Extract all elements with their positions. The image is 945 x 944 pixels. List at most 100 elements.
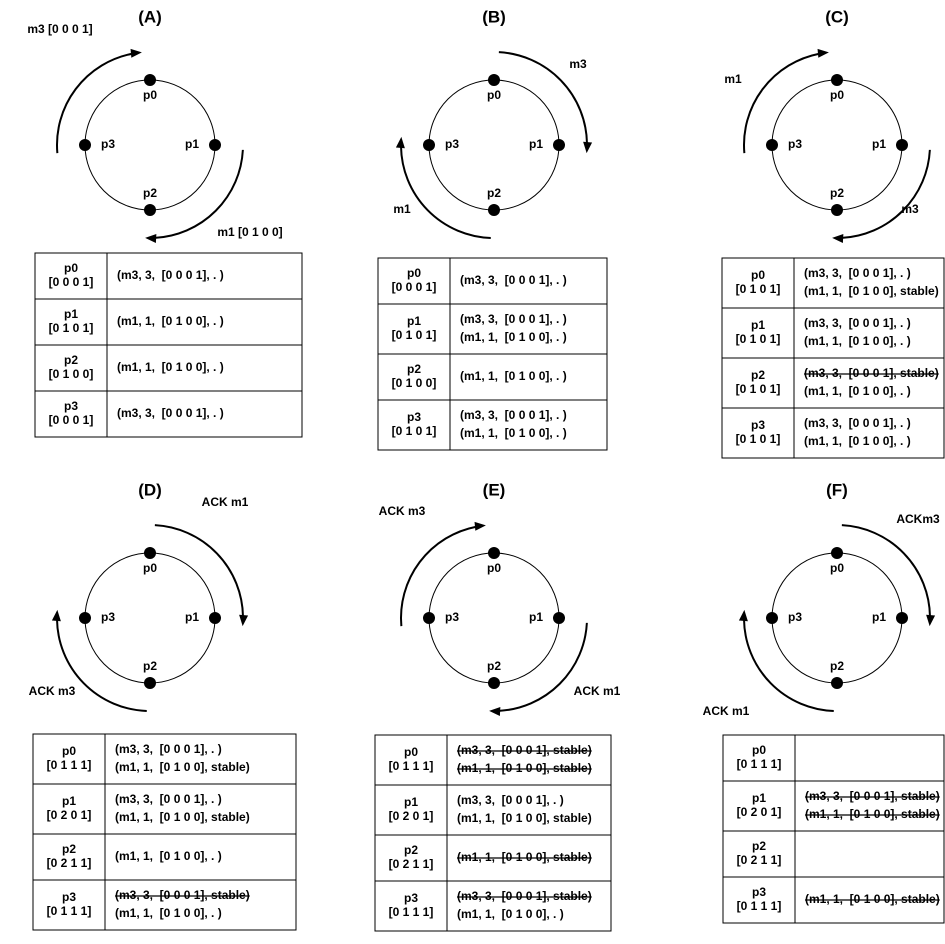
node-label: p1 <box>872 137 886 151</box>
table-cell <box>449 399 608 451</box>
node-dot <box>831 677 843 689</box>
process-name: p1 <box>64 307 78 321</box>
process-name: p1 <box>407 314 421 328</box>
process-vector: [0 1 0 0] <box>392 376 437 390</box>
message-entry: (m3, 3, [0 0 0 1], . ) <box>460 273 567 287</box>
node-dot <box>144 74 156 86</box>
message-entry: (m3, 3, [0 0 0 1], . ) <box>115 792 222 806</box>
process-name: p2 <box>752 839 766 853</box>
arrow-head <box>489 706 501 716</box>
process-name: p2 <box>404 843 418 857</box>
message-entry: (m3, 3, [0 0 0 1], stable) <box>805 789 940 803</box>
node-dot <box>79 139 91 151</box>
node-label: p2 <box>830 186 844 200</box>
message-entry: (m3, 3, [0 0 0 1], . ) <box>117 268 224 282</box>
process-name: p1 <box>751 318 765 332</box>
process-name: p0 <box>752 743 766 757</box>
arrow-label: m1 [0 1 0 0] <box>217 225 282 239</box>
node-dot <box>79 612 91 624</box>
process-vector: [0 2 0 1] <box>389 809 434 823</box>
arrow-head <box>926 614 936 627</box>
process-name: p0 <box>407 266 421 280</box>
process-name: p2 <box>62 842 76 856</box>
node-label: p0 <box>487 88 501 102</box>
node-label: p2 <box>830 659 844 673</box>
panel-label: (D) <box>138 480 162 499</box>
panel-label: (E) <box>483 480 506 499</box>
node-dot <box>488 547 500 559</box>
process-vector: [0 1 1 1] <box>47 904 92 918</box>
node-dot <box>423 139 435 151</box>
process-name: p3 <box>404 891 418 905</box>
message-entry: (m3, 3, [0 0 0 1], stable) <box>457 743 592 757</box>
node-label: p3 <box>101 610 115 624</box>
node-label: p1 <box>529 137 543 151</box>
process-vector: [0 2 0 1] <box>47 808 92 822</box>
node-label: p2 <box>487 186 501 200</box>
arrow-head <box>583 141 593 154</box>
process-vector: [0 1 1 1] <box>389 759 434 773</box>
message-entry: (m3, 3, [0 0 0 1], stable) <box>804 366 939 380</box>
message-entry: (m1, 1, [0 1 0 0], . ) <box>804 434 911 448</box>
message-entry: (m1, 1, [0 1 0 0], stable) <box>115 810 250 824</box>
node-dot <box>488 204 500 216</box>
node-dot <box>766 612 778 624</box>
process-name: p3 <box>62 890 76 904</box>
node-label: p0 <box>487 561 501 575</box>
process-vector: [0 2 1 1] <box>737 853 782 867</box>
arrow-label: ACK m1 <box>202 495 249 509</box>
table-cell <box>104 879 297 931</box>
node-label: p0 <box>143 88 157 102</box>
process-vector: [0 2 1 1] <box>47 856 92 870</box>
node-label: p0 <box>830 88 844 102</box>
message-entry: (m1, 1, [0 1 0 0], . ) <box>460 330 567 344</box>
node-label: p3 <box>101 137 115 151</box>
panel-label: (A) <box>138 7 162 26</box>
process-vector: [0 0 0 1] <box>49 275 94 289</box>
process-vector: [0 1 1 1] <box>737 757 782 771</box>
process-vector: [0 2 1 1] <box>389 857 434 871</box>
arrow-label: ACK m1 <box>574 684 621 698</box>
message-entry: (m3, 3, [0 0 0 1], . ) <box>804 416 911 430</box>
process-name: p1 <box>752 791 766 805</box>
arrow-label: m3 [0 0 0 1] <box>27 22 92 36</box>
process-name: p1 <box>62 794 76 808</box>
arrow-head <box>817 48 829 58</box>
arrow-arc <box>154 524 244 617</box>
message-entry: (m3, 3, [0 0 0 1], . ) <box>804 316 911 330</box>
process-name: p0 <box>751 268 765 282</box>
process-vector: [0 1 0 1] <box>736 282 781 296</box>
message-entry: (m1, 1, [0 1 0 0], . ) <box>460 426 567 440</box>
node-label: p1 <box>185 610 199 624</box>
message-entry: (m1, 1, [0 1 0 0], . ) <box>117 314 224 328</box>
node-label: p1 <box>185 137 199 151</box>
message-entry: (m1, 1, [0 1 0 0], stable) <box>804 284 939 298</box>
node-label: p2 <box>143 186 157 200</box>
message-entry: (m1, 1, [0 1 0 0], stable) <box>115 760 250 774</box>
node-label: p1 <box>529 610 543 624</box>
arrow-head <box>239 614 249 627</box>
node-dot <box>209 139 221 151</box>
process-name: p0 <box>62 744 76 758</box>
message-entry: (m1, 1, [0 1 0 0], . ) <box>115 906 222 920</box>
arrow-arc <box>56 52 133 154</box>
process-name: p2 <box>751 368 765 382</box>
table-cell <box>793 407 945 459</box>
arrow-arc <box>743 52 820 154</box>
process-vector: [0 0 0 1] <box>49 413 94 427</box>
node-dot <box>553 139 565 151</box>
message-entry: (m1, 1, [0 1 0 0], stable) <box>457 850 592 864</box>
table-cell <box>794 830 945 878</box>
process-vector: [0 1 0 0] <box>49 367 94 381</box>
message-entry: (m1, 1, [0 1 0 0], stable) <box>805 892 940 906</box>
table-cell <box>106 390 303 438</box>
process-vector: [0 1 0 1] <box>736 382 781 396</box>
message-entry: (m1, 1, [0 1 0 0], . ) <box>457 907 564 921</box>
message-entry: (m1, 1, [0 1 0 0], . ) <box>460 369 567 383</box>
arrow-head <box>51 609 61 622</box>
process-vector: [0 1 0 1] <box>736 432 781 446</box>
arrow-head <box>474 521 486 531</box>
node-label: p3 <box>788 137 802 151</box>
arrow-arc <box>400 146 491 239</box>
node-dot <box>144 677 156 689</box>
